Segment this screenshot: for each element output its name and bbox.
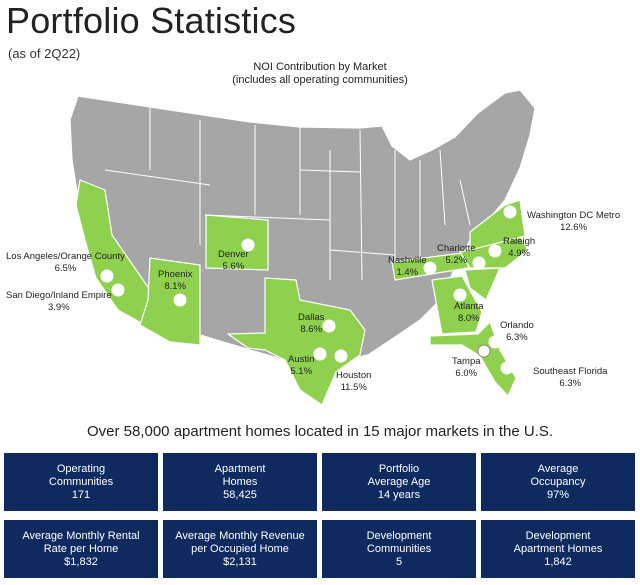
stat-average-occupancy: Average Occupancy 97% xyxy=(481,453,635,511)
marker-dallas xyxy=(322,319,336,333)
stat-operating-communities: Operating Communities 171 xyxy=(4,453,158,511)
state-south-carolina xyxy=(464,267,501,301)
market-label-austin: Austin 5.1% xyxy=(288,354,315,377)
stat-development-apartment-homes: Development Apartment Homes 1,842 xyxy=(481,520,635,578)
map-heading-line2: (includes all operating communities) xyxy=(232,74,408,86)
page-subtitle: (as of 2Q22) xyxy=(8,46,81,61)
market-label-washington: Washington DC Metro 12.6% xyxy=(527,210,621,233)
us-map: Washington DC Metro 12.6% Raleigh 4.9% Cha… xyxy=(6,89,621,406)
marker-raleigh xyxy=(488,244,502,258)
map-heading: NOI Contribution by Market (includes all… xyxy=(190,61,450,87)
portfolio-tagline: Over 58,000 apartment homes located in 1… xyxy=(86,423,554,440)
stat-average-monthly-rental-rate: Average Monthly Rental Rate per Home $1,83… xyxy=(4,520,158,578)
us-map-svg xyxy=(69,89,536,406)
page-title: Portfolio Statistics xyxy=(6,0,297,41)
market-label-phoenix: Phoenix 8.1% xyxy=(158,269,193,292)
stat-portfolio-average-age: Portfolio Average Age 14 years xyxy=(322,453,476,511)
market-label-los-angeles: Los Angeles/Orange County 6.5% xyxy=(6,251,125,274)
market-label-atlanta: Atlanta 8.0% xyxy=(454,301,484,324)
marker-houston xyxy=(334,349,348,363)
market-label-dallas: Dallas 8.6% xyxy=(298,312,325,335)
state-georgia xyxy=(431,275,483,335)
marker-tampa xyxy=(477,344,491,358)
market-label-san-diego: San Diego/Inland Empire 3.9% xyxy=(6,290,112,313)
marker-los-angeles xyxy=(100,269,114,283)
market-label-southeast-florida: Southeast Florida 6.3% xyxy=(533,366,608,389)
market-label-raleigh: Raleigh 4.9% xyxy=(503,236,536,259)
marker-san-diego xyxy=(111,283,125,297)
market-label-houston: Houston 11.5% xyxy=(336,370,372,393)
state-colorado xyxy=(205,214,269,271)
state-arizona xyxy=(139,257,201,346)
marker-charlotte xyxy=(472,256,486,270)
marker-atlanta xyxy=(453,288,467,302)
marker-nashville xyxy=(423,261,437,275)
stat-average-monthly-revenue: Average Monthly Revenue per Occupied Home… xyxy=(163,520,317,578)
state-texas xyxy=(227,277,366,406)
marker-southeast-florida xyxy=(500,361,514,375)
stat-apartment-homes: Apartment Homes 58,425 xyxy=(163,453,317,511)
marker-phoenix xyxy=(173,293,187,307)
marker-washington xyxy=(503,205,517,219)
market-label-charlotte: Charlotte 5.2% xyxy=(437,243,476,266)
map-heading-line1: NOI Contribution by Market xyxy=(253,61,387,73)
market-label-orlando: Orlando 6.3% xyxy=(500,320,534,343)
market-label-nashville: Nashville 1.4% xyxy=(388,255,427,278)
stat-development-communities: Development Communities 5 xyxy=(322,520,476,578)
marker-orlando xyxy=(488,335,502,349)
marker-austin xyxy=(313,347,327,361)
marker-denver xyxy=(241,238,255,252)
market-label-tampa: Tampa 6.0% xyxy=(452,356,481,379)
market-label-denver: Denver 5.6% xyxy=(218,249,249,272)
state-california xyxy=(75,179,151,326)
